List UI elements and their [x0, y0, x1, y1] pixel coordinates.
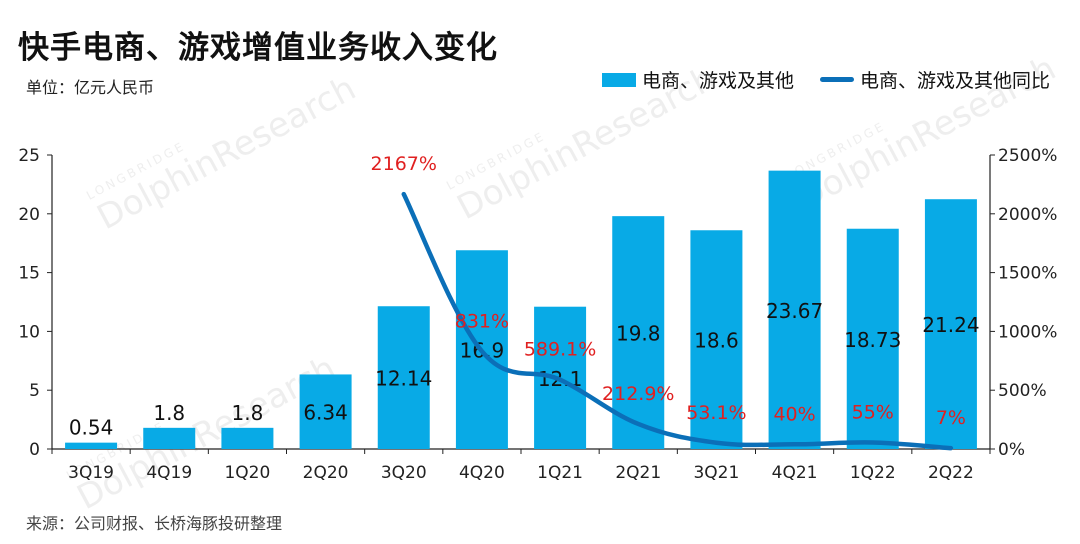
line-data-label: 589.1%: [524, 339, 596, 361]
bar-data-label: 0.54: [69, 416, 114, 440]
y-left-tick-label: 0: [29, 440, 40, 460]
unit-label: 单位：亿元人民币: [26, 78, 155, 97]
y-left-tick-label: 10: [18, 322, 40, 342]
bar: [377, 306, 430, 449]
bar: [221, 427, 274, 449]
line-data-label: 2167%: [371, 153, 437, 175]
bar: [299, 374, 352, 449]
bar: [143, 427, 196, 449]
y-left-tick-label: 25: [18, 146, 40, 166]
bar: [612, 216, 665, 449]
x-tick-label: 3Q21: [693, 463, 739, 483]
legend: 电商、游戏及其他 电商、游戏及其他同比: [576, 66, 1050, 93]
line-data-label: 212.9%: [602, 383, 674, 405]
legend-line-label: 电商、游戏及其他同比: [859, 70, 1050, 92]
bar: [924, 199, 977, 449]
line-data-label: 7%: [936, 407, 966, 429]
legend-line-swatch: [819, 77, 854, 82]
x-tick-label: 2Q20: [303, 463, 349, 483]
bar-data-label: 18.73: [844, 328, 901, 352]
source-note: 来源：公司财报、长桥海豚投研整理: [26, 514, 283, 533]
x-tick-label: 1Q21: [537, 463, 583, 483]
y-right-tick-label: 2000%: [998, 205, 1057, 225]
y-right-tick-label: 500%: [998, 381, 1047, 401]
line-series: [401, 191, 954, 451]
y-left-tick-label: 20: [18, 205, 40, 225]
bar-data-label: 1.8: [232, 401, 264, 425]
page-title: 快手电商、游戏增值业务收入变化: [18, 30, 498, 66]
legend-bar-swatch: [601, 72, 636, 87]
bar-data-label: 1.8: [153, 401, 185, 425]
bar-data-label: 21.24: [922, 313, 979, 337]
x-tick-label: 4Q19: [146, 463, 192, 483]
x-tick-label: 3Q20: [381, 463, 427, 483]
y-right-tick-label: 1500%: [998, 264, 1057, 284]
y-left-tick-label: 5: [29, 381, 40, 401]
bar-data-label: 12.14: [375, 367, 432, 391]
bar: [768, 170, 821, 449]
legend-item-line: 电商、游戏及其他同比: [819, 66, 1050, 93]
legend-bar-label: 电商、游戏及其他: [641, 70, 794, 92]
bar: [846, 228, 899, 449]
x-tick-label: 1Q20: [224, 463, 270, 483]
x-tick-label: 2Q22: [928, 463, 974, 483]
line-data-label: 40%: [773, 403, 815, 425]
line-data-label: 55%: [852, 402, 894, 424]
bar-data-label: 18.6: [694, 329, 739, 353]
y-right-tick-label: 2500%: [998, 146, 1057, 166]
bar: [65, 442, 118, 449]
y-left-tick-label: 15: [18, 264, 40, 284]
x-tick-label: 1Q22: [850, 463, 896, 483]
x-tick-label: 4Q20: [459, 463, 505, 483]
x-tick-label: 4Q21: [772, 463, 818, 483]
x-tick-label: 3Q19: [68, 463, 114, 483]
x-tick-label: 2Q21: [615, 463, 661, 483]
y-right-tick-label: 0%: [998, 440, 1025, 460]
bar: [690, 230, 743, 449]
bar-data-label: 6.34: [303, 401, 348, 425]
bar-data-label: 19.8: [616, 322, 661, 346]
line-data-label: 831%: [455, 310, 509, 332]
line-data-label: 53.1%: [686, 402, 746, 424]
legend-item-bar: 电商、游戏及其他: [601, 66, 794, 93]
bar-data-label: 23.67: [766, 299, 823, 323]
y-right-tick-label: 1000%: [998, 322, 1057, 342]
